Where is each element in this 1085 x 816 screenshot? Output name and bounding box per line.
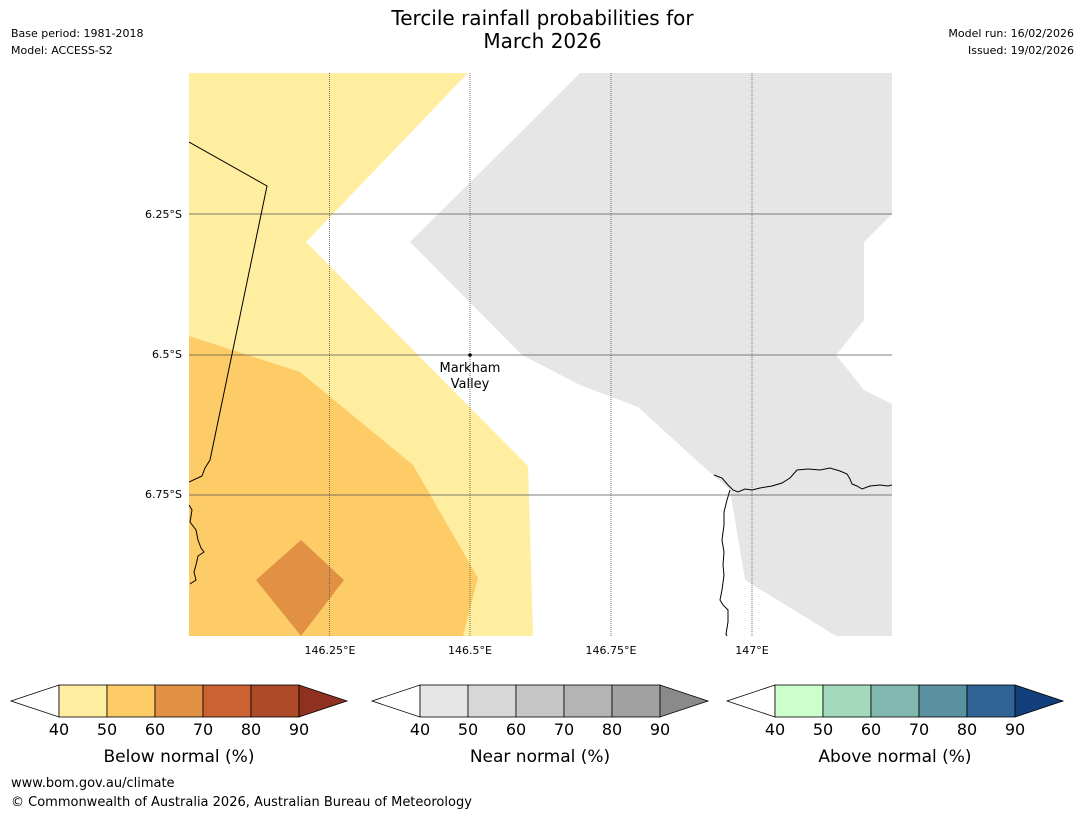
chart-title: Tercile rainfall probabilities for March… <box>0 7 1085 53</box>
colorbar-tick-label: 50 <box>458 720 478 739</box>
colorbar-tick-label: 60 <box>145 720 165 739</box>
colorbar-tick-label: 70 <box>554 720 574 739</box>
colorbar-tick-label: 90 <box>650 720 670 739</box>
colorbar-low-extend <box>725 684 776 718</box>
colorbar-tick-label: 50 <box>813 720 833 739</box>
colorbar-segment <box>58 684 108 718</box>
colorbar-segment <box>611 684 661 718</box>
title-line-2: March 2026 <box>483 29 602 53</box>
coastlines <box>189 141 892 636</box>
lat-label: 6.5°S <box>152 348 182 361</box>
colorbar-tick-label: 70 <box>193 720 213 739</box>
meta-right: Model run: 16/02/2026 Issued: 19/02/2026 <box>948 25 1074 59</box>
footer: www.bom.gov.au/climate © Commonwealth of… <box>11 774 472 812</box>
title-line-1: Tercile rainfall probabilities for <box>391 6 694 30</box>
colorbar-tick-label: 50 <box>97 720 117 739</box>
markham-valley-marker <box>468 353 472 357</box>
colorbar-label: Near normal (%) <box>470 747 610 767</box>
colorbar-tick-label: 40 <box>49 720 69 739</box>
colorbar-tick-label: 80 <box>602 720 622 739</box>
issued-date: Issued: 19/02/2026 <box>967 44 1074 57</box>
place-label-line-1: Markham <box>440 361 501 376</box>
map-area <box>189 73 892 636</box>
colorbar-segment <box>419 684 469 718</box>
colorbar-tick-label: 90 <box>1005 720 1025 739</box>
colorbar-tick-label: 70 <box>909 720 929 739</box>
colorbar-low-extend <box>370 684 421 718</box>
colorbar-segment <box>202 684 252 718</box>
colorbar-segment <box>515 684 565 718</box>
colorbar-segment <box>966 684 1016 718</box>
colorbar-near: 40 50 60 70 80 90 Near normal (%) <box>370 684 710 767</box>
colorbars: 40 50 60 70 80 90 Below normal (%) 40 50 60 70 80 90… <box>9 684 1065 767</box>
place-label-line-2: Valley <box>451 377 490 392</box>
colorbar-above: 40 50 60 70 80 90 Above normal (%) <box>725 684 1065 767</box>
colorbar-tick-label: 40 <box>765 720 785 739</box>
copyright-text: © Commonwealth of Australia 2026, Austra… <box>11 795 472 810</box>
colorbar-segment <box>870 684 920 718</box>
lon-label: 147°E <box>735 644 768 657</box>
colorbar-tick-label: 40 <box>410 720 430 739</box>
lon-label: 146.5°E <box>448 644 492 657</box>
lon-label: 146.25°E <box>305 644 356 657</box>
colorbar-tick-label: 90 <box>289 720 309 739</box>
colorbar-tick-label: 60 <box>861 720 881 739</box>
base-period: Base period: 1981-2018 <box>11 27 144 40</box>
colorbar-segment <box>774 684 824 718</box>
colorbar-tick-label: 80 <box>957 720 977 739</box>
colorbar-segment <box>918 684 968 718</box>
model-name: Model: ACCESS-S2 <box>11 44 113 57</box>
colorbar-segment <box>250 684 300 718</box>
colorbar-label: Above normal (%) <box>818 747 971 767</box>
gridlines <box>189 73 892 636</box>
lat-label: 6.25°S <box>145 208 182 221</box>
model-run: Model run: 16/02/2026 <box>948 27 1074 40</box>
west-coast-fragment <box>189 504 205 585</box>
colorbar-high-extend <box>298 684 349 718</box>
below-normal-50-60-region <box>189 336 478 636</box>
colorbar-segment <box>106 684 156 718</box>
lon-labels: 146.25°E 146.5°E 146.75°E 147°E <box>305 644 769 657</box>
colorbar-segment <box>467 684 517 718</box>
colorbar-segment <box>563 684 613 718</box>
colorbar-low-extend <box>9 684 60 718</box>
river-line <box>719 489 731 636</box>
provincial-border <box>189 141 268 483</box>
website-text: www.bom.gov.au/climate <box>11 776 175 791</box>
lon-label: 146.75°E <box>586 644 637 657</box>
colorbar-high-extend <box>1014 684 1065 718</box>
huon-gulf-coast <box>713 467 892 493</box>
lat-label: 6.75°S <box>145 488 182 501</box>
colorbar-segment <box>154 684 204 718</box>
colorbar-tick-label: 60 <box>506 720 526 739</box>
colorbar-segment <box>822 684 872 718</box>
lat-labels: 6.25°S 6.5°S 6.75°S <box>145 208 182 501</box>
colorbar-label: Below normal (%) <box>104 747 255 767</box>
below-normal-60-70-region <box>256 540 344 636</box>
colorbar-below: 40 50 60 70 80 90 Below normal (%) <box>9 684 349 767</box>
colorbar-tick-label: 80 <box>241 720 261 739</box>
colorbar-high-extend <box>659 684 710 718</box>
meta-left: Base period: 1981-2018 Model: ACCESS-S2 <box>11 25 143 59</box>
